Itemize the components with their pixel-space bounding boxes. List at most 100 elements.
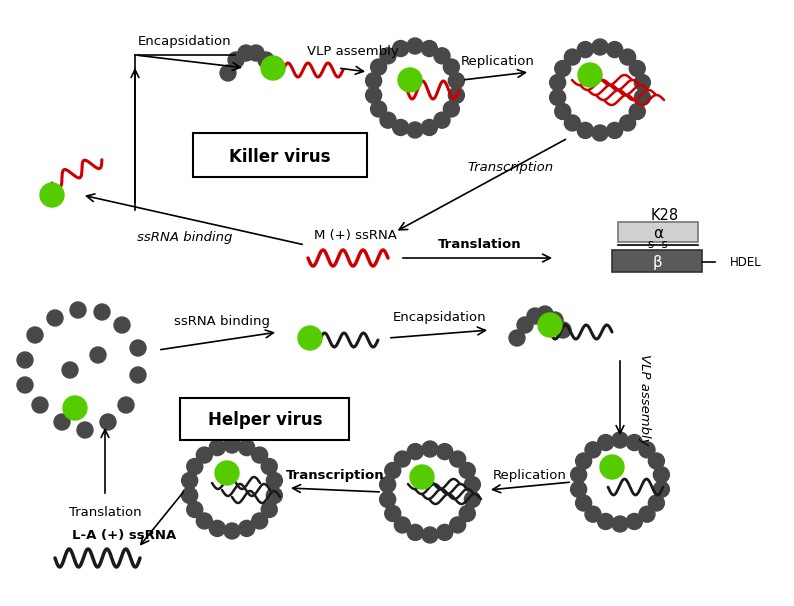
Circle shape [549, 75, 565, 90]
Circle shape [578, 63, 602, 87]
Text: VLP assembly: VLP assembly [307, 45, 399, 59]
Circle shape [449, 517, 465, 533]
Circle shape [54, 414, 70, 430]
Circle shape [443, 59, 460, 75]
Circle shape [571, 467, 587, 483]
Circle shape [196, 447, 212, 463]
Text: Transcription: Transcription [286, 470, 384, 482]
Circle shape [380, 48, 396, 64]
Text: Translation: Translation [69, 505, 141, 519]
Circle shape [266, 473, 283, 488]
Circle shape [62, 362, 78, 378]
Circle shape [422, 441, 438, 457]
Circle shape [380, 476, 395, 493]
Circle shape [385, 462, 401, 479]
Text: Killer virus: Killer virus [229, 148, 331, 166]
Circle shape [100, 414, 116, 430]
Circle shape [585, 442, 601, 458]
Circle shape [380, 112, 396, 128]
Circle shape [509, 330, 525, 346]
Circle shape [565, 115, 580, 131]
Circle shape [639, 506, 655, 522]
Circle shape [634, 90, 650, 105]
Circle shape [571, 481, 587, 498]
Circle shape [437, 524, 453, 541]
Circle shape [187, 459, 202, 474]
Circle shape [464, 476, 480, 493]
Bar [612, 250, 702, 272]
Circle shape [585, 506, 601, 522]
Circle shape [130, 340, 146, 356]
Circle shape [90, 347, 106, 363]
Circle shape [577, 122, 593, 138]
Circle shape [215, 461, 239, 485]
Circle shape [598, 513, 614, 530]
Circle shape [261, 502, 277, 518]
Circle shape [619, 49, 636, 65]
Circle shape [366, 73, 382, 88]
Circle shape [407, 524, 423, 541]
Circle shape [210, 439, 225, 456]
Circle shape [600, 455, 624, 479]
Circle shape [398, 68, 422, 92]
FancyBboxPatch shape [193, 133, 367, 177]
Circle shape [248, 45, 264, 61]
Text: Encapsidation: Encapsidation [393, 311, 487, 324]
Circle shape [32, 397, 48, 413]
Text: Encapsidation: Encapsidation [138, 36, 232, 48]
Circle shape [607, 42, 622, 58]
Circle shape [555, 322, 571, 338]
Circle shape [261, 56, 285, 80]
Text: Replication: Replication [461, 56, 535, 68]
Text: VLP assembly: VLP assembly [638, 355, 651, 446]
Circle shape [619, 115, 636, 131]
Circle shape [449, 73, 464, 88]
Circle shape [252, 513, 268, 529]
FancyBboxPatch shape [180, 398, 349, 440]
Circle shape [538, 313, 562, 337]
Circle shape [252, 447, 268, 463]
Circle shape [94, 304, 110, 320]
Circle shape [443, 101, 460, 117]
Circle shape [459, 462, 476, 479]
Circle shape [626, 435, 642, 450]
Circle shape [434, 112, 450, 128]
Text: M (+) ssRNA: M (+) ssRNA [314, 228, 396, 242]
Circle shape [464, 491, 480, 507]
Text: K28: K28 [651, 207, 679, 222]
Circle shape [393, 41, 409, 56]
Text: α: α [653, 225, 663, 241]
Circle shape [266, 487, 283, 504]
Circle shape [395, 517, 410, 533]
Bar [618, 222, 698, 242]
Text: Helper virus: Helper virus [208, 411, 322, 429]
Circle shape [47, 310, 63, 326]
Circle shape [437, 444, 453, 459]
Circle shape [210, 521, 225, 536]
Circle shape [607, 122, 622, 138]
Circle shape [612, 432, 628, 448]
Circle shape [385, 505, 401, 522]
Text: ssRNA binding: ssRNA binding [137, 231, 233, 244]
Circle shape [63, 396, 87, 420]
Text: Replication: Replication [493, 470, 567, 482]
Circle shape [449, 87, 464, 103]
Circle shape [70, 302, 86, 318]
Circle shape [577, 42, 593, 58]
Circle shape [527, 308, 543, 324]
Circle shape [366, 87, 382, 103]
Circle shape [40, 183, 64, 207]
Circle shape [228, 52, 244, 68]
Circle shape [224, 523, 240, 539]
Circle shape [422, 41, 437, 56]
Circle shape [598, 435, 614, 450]
Circle shape [114, 317, 130, 333]
Circle shape [224, 437, 240, 453]
Circle shape [649, 453, 665, 469]
Circle shape [517, 317, 533, 333]
Circle shape [576, 453, 592, 469]
Circle shape [182, 473, 198, 488]
Text: Transcription: Transcription [467, 162, 553, 175]
Circle shape [258, 52, 274, 68]
Circle shape [639, 442, 655, 458]
